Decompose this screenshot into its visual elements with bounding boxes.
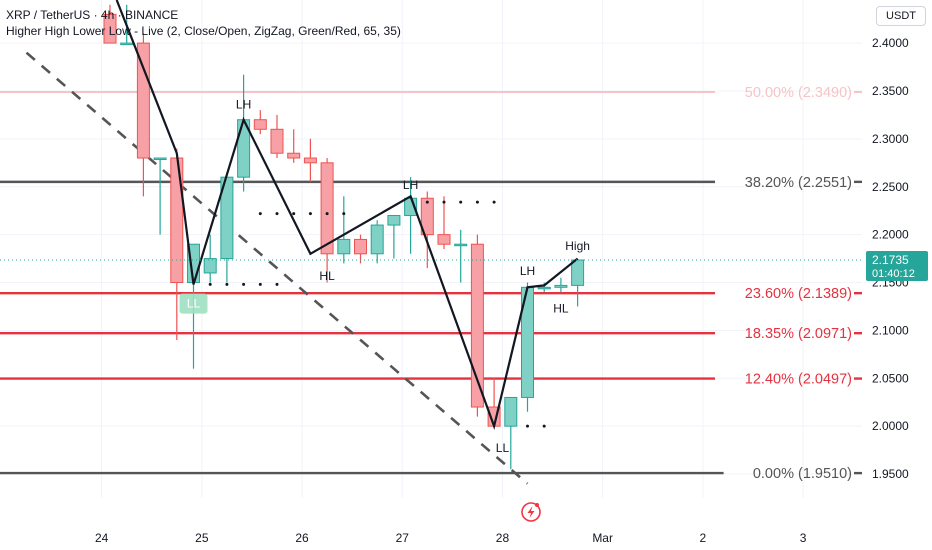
time-tick-7: 3 [800, 531, 807, 545]
pivot-label-0: LH [236, 97, 251, 111]
pivot-dot-0-3 [308, 212, 312, 216]
pivot-label-4: LL [496, 441, 510, 455]
time-tick-1: 25 [195, 531, 209, 545]
candlesticks [103, 4, 585, 470]
pivot-dot-1-0 [425, 200, 429, 204]
candle-body-1 [120, 42, 134, 46]
candle-body-15 [354, 238, 367, 255]
time-axis-bg [0, 520, 862, 550]
fib-label-5: 0.00% (1.9510) [753, 466, 852, 482]
candle-body-10 [270, 128, 284, 154]
candle-body-11 [287, 152, 301, 159]
pivot-dot-2-3 [258, 282, 262, 286]
candle-body-17 [387, 214, 401, 226]
price-tick-1: 2.3500 [872, 84, 909, 98]
price-tick-4: 2.2000 [872, 228, 909, 242]
candle-body-6 [203, 258, 217, 274]
pivot-dot-0-0 [258, 212, 262, 216]
flash-icon[interactable] [521, 502, 541, 522]
time-tick-0: 24 [95, 531, 109, 545]
candle-body-2 [136, 42, 150, 159]
candle-body-3 [153, 157, 167, 161]
candle-body-26 [537, 286, 551, 290]
trendline-segment [25, 51, 529, 485]
price-tick-6: 2.1000 [872, 323, 909, 337]
candle-body-24 [504, 396, 518, 427]
price-badge-value: 2.1735 [872, 253, 909, 267]
zigzag-path [115, 0, 579, 430]
price-badge-countdown: 01:40:12 [872, 268, 915, 280]
pivot-dot-3-1 [542, 424, 546, 428]
candle-body-27 [554, 284, 568, 288]
pivot-label-3: LL [187, 297, 201, 311]
price-tick-0: 2.4000 [872, 36, 909, 50]
fibonacci-levels: 50.00% (2.3490) 38.20% (2.2551) 23.60% (2.… [0, 85, 862, 482]
fib-label-0: 50.00% (2.3490) [745, 85, 852, 101]
price-tick-9: 1.9500 [872, 467, 909, 481]
candle-body-19 [420, 197, 434, 236]
pivot-dot-0-2 [292, 212, 296, 216]
fib-label-2: 23.60% (2.1389) [745, 286, 852, 302]
pivot-dot-3-0 [526, 424, 529, 428]
zigzag-line [115, 0, 579, 430]
fib-label-1: 38.20% (2.2551) [745, 175, 852, 191]
pivot-dot-2-0 [208, 282, 212, 286]
time-tick-6: 2 [700, 531, 707, 545]
candle-body-12 [303, 157, 317, 164]
pivot-dot-2-1 [225, 282, 229, 286]
chart-header: XRP / TetherUS · 4h · BINANCE Higher Hig… [6, 7, 401, 39]
pivot-label-2: HL [319, 269, 335, 283]
pivot-dot-0-5 [342, 212, 346, 216]
candle-body-20 [437, 234, 451, 245]
price-tick-2: 2.3000 [872, 132, 909, 146]
fib-label-3: 18.35% (2.0971) [745, 326, 852, 342]
candle-body-14 [337, 238, 351, 255]
pivot-dot-0-1 [275, 212, 279, 216]
currency-selector[interactable]: USDT [876, 6, 926, 26]
pivot-label-1: LH [403, 178, 418, 192]
pivot-dot-0-4 [325, 212, 329, 216]
price-badge-bg [866, 251, 928, 282]
pivot-dot-1-4 [492, 200, 496, 204]
dashed-trendline [25, 51, 529, 485]
price-tick-8: 2.0000 [872, 419, 909, 433]
pivot-label-6: HL [553, 301, 569, 315]
grid-lines [0, 0, 862, 498]
candle-body-16 [370, 224, 384, 255]
time-tick-2: 26 [295, 531, 309, 545]
symbol-title[interactable]: XRP / TetherUS · 4h · BINANCE [6, 8, 179, 22]
indicator-title[interactable]: Higher High Lower Low - Live (2, Close/O… [6, 24, 401, 38]
pivot-label-5: LH [520, 264, 535, 278]
pivot-dot-1-2 [459, 200, 463, 204]
pivot-box-3 [179, 293, 208, 314]
time-tick-3: 27 [396, 531, 410, 545]
candle-body-4 [170, 157, 184, 284]
candle-body-13 [320, 162, 334, 255]
time-tick-5: Mar [592, 531, 613, 545]
candle-body-9 [253, 119, 267, 130]
pivot-dots [208, 200, 546, 428]
fib-label-4: 12.40% (2.0497) [745, 372, 852, 388]
candle-body-21 [454, 243, 468, 247]
price-tick-7: 2.0500 [872, 371, 909, 385]
time-tick-4: 28 [496, 531, 510, 545]
pivot-labels: LH LH HL LL LL LH HL High [179, 97, 590, 455]
candle-body-0 [103, 13, 117, 44]
price-tick-3: 2.2500 [872, 180, 909, 194]
pivot-label-7: High [565, 239, 590, 253]
pivot-dot-1-1 [442, 200, 446, 204]
pivot-dot-1-3 [475, 200, 479, 204]
pivot-dot-2-2 [242, 282, 246, 286]
pivot-dot-2-4 [275, 282, 279, 286]
candle-body-28 [571, 259, 585, 286]
candle-body-22 [470, 243, 484, 408]
time-axis[interactable]: 24 25 26 27 28 Mar 2 3 [0, 520, 862, 550]
